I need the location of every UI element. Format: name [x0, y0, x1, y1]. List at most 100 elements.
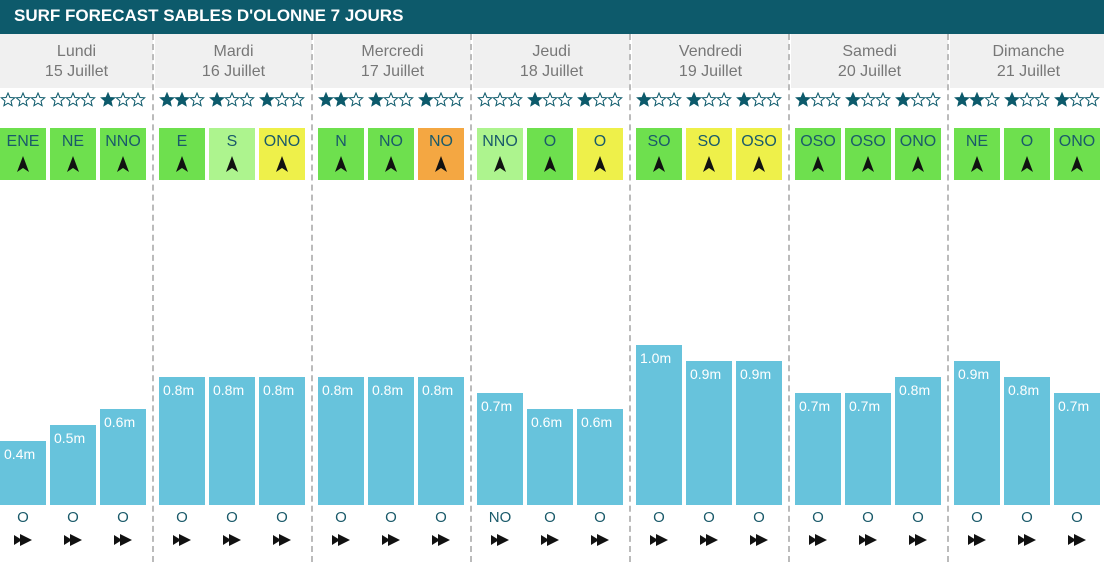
wind-box: ONO [895, 128, 941, 180]
wave-bar: 0.8m [418, 377, 464, 505]
wind-direction: NE [965, 133, 989, 150]
star [0, 92, 16, 107]
swell-arrow [591, 534, 609, 546]
wind-arrow [912, 156, 924, 172]
swell-direction: O [544, 509, 556, 526]
star [810, 92, 826, 107]
day-header: Samedi 20 Juillet [791, 34, 948, 88]
wind-box: O [527, 128, 573, 180]
day-header: Mercredi 17 Juillet [314, 34, 471, 88]
wind-arrow [67, 156, 79, 172]
swell-arrow [1018, 534, 1036, 546]
wave-bar: 0.6m [527, 409, 573, 505]
rating-stars [686, 92, 732, 107]
swell-direction: O [1071, 509, 1083, 526]
day-header: Lundi 15 Juillet [0, 34, 153, 88]
wind-direction: O [593, 133, 607, 150]
star [115, 92, 131, 107]
wind-box: NE [50, 128, 96, 180]
wave-bar: 0.5m [50, 425, 96, 505]
star [398, 92, 414, 107]
wind-box: NE [954, 128, 1000, 180]
rating-stars [368, 92, 414, 107]
wind-box: O [1004, 128, 1050, 180]
rating-stars [100, 92, 146, 107]
swell-direction: O [176, 509, 188, 526]
star [383, 92, 399, 107]
day-date: 15 Juillet [44, 63, 109, 80]
wind-direction: OSO [800, 133, 836, 150]
star [686, 92, 702, 107]
wind-direction: ONO [899, 133, 937, 150]
wind-direction: NNO [482, 133, 518, 150]
day-date: 18 Juillet [519, 63, 584, 80]
star [418, 92, 434, 107]
wave-height-label: 0.8m [322, 382, 354, 398]
swell-arrow [491, 534, 509, 546]
rating-stars [895, 92, 941, 107]
wind-box: NO [418, 128, 464, 180]
wind-box: ONO [1054, 128, 1100, 180]
wind-arrow [812, 156, 824, 172]
rating-stars [527, 92, 573, 107]
day-separator [152, 34, 154, 562]
wind-arrow [176, 156, 188, 172]
star [666, 92, 682, 107]
wave-height-label: 0.6m [104, 414, 136, 430]
wind-direction: ONO [1058, 133, 1096, 150]
swell-arrow [14, 534, 32, 546]
swell-arrow [173, 534, 191, 546]
star [50, 92, 66, 107]
star [189, 92, 205, 107]
swell-arrow [541, 534, 559, 546]
wind-direction: NNO [105, 133, 141, 150]
wave-bar: 1.0m [636, 345, 682, 505]
star [592, 92, 608, 107]
rating-stars [159, 92, 205, 107]
wind-arrow [494, 156, 506, 172]
star [636, 92, 652, 107]
swell-direction: O [385, 509, 397, 526]
star [159, 92, 175, 107]
title-bar: SURF FORECAST SABLES D'OLONNE 7 JOURS [0, 0, 1104, 34]
wave-height-label: 0.8m [899, 382, 931, 398]
wind-direction: NE [61, 133, 85, 150]
wind-direction: S [226, 133, 238, 150]
wind-direction: SO [647, 133, 671, 150]
star [1004, 92, 1020, 107]
wind-arrow [653, 156, 665, 172]
swell-arrow [432, 534, 450, 546]
star [30, 92, 46, 107]
star [259, 92, 275, 107]
star [895, 92, 911, 107]
star [795, 92, 811, 107]
swell-direction: O [653, 509, 665, 526]
wave-height-label: 0.9m [958, 366, 990, 382]
wave-bar: 0.6m [100, 409, 146, 505]
day-date: 20 Juillet [837, 63, 902, 80]
star [910, 92, 926, 107]
day-date: 17 Juillet [360, 63, 425, 80]
wave-height-label: 0.6m [581, 414, 613, 430]
wind-arrow [862, 156, 874, 172]
swell-direction: O [594, 509, 606, 526]
wave-height-label: 0.8m [163, 382, 195, 398]
wave-bar: 0.8m [259, 377, 305, 505]
wind-direction: O [1020, 133, 1034, 150]
star [1034, 92, 1050, 107]
star [1019, 92, 1035, 107]
swell-arrow [909, 534, 927, 546]
day-name: Samedi [842, 43, 897, 60]
day-name: Mercredi [361, 43, 424, 60]
rating-stars [845, 92, 891, 107]
swell-direction: NO [488, 509, 512, 526]
wind-direction: OSO [741, 133, 777, 150]
star [348, 92, 364, 107]
wave-bar: 0.4m [0, 441, 46, 505]
star [984, 92, 1000, 107]
star [100, 92, 116, 107]
wind-arrow [594, 156, 606, 172]
wave-bar: 0.8m [895, 377, 941, 505]
star [954, 92, 970, 107]
wave-bar: 0.7m [477, 393, 523, 505]
